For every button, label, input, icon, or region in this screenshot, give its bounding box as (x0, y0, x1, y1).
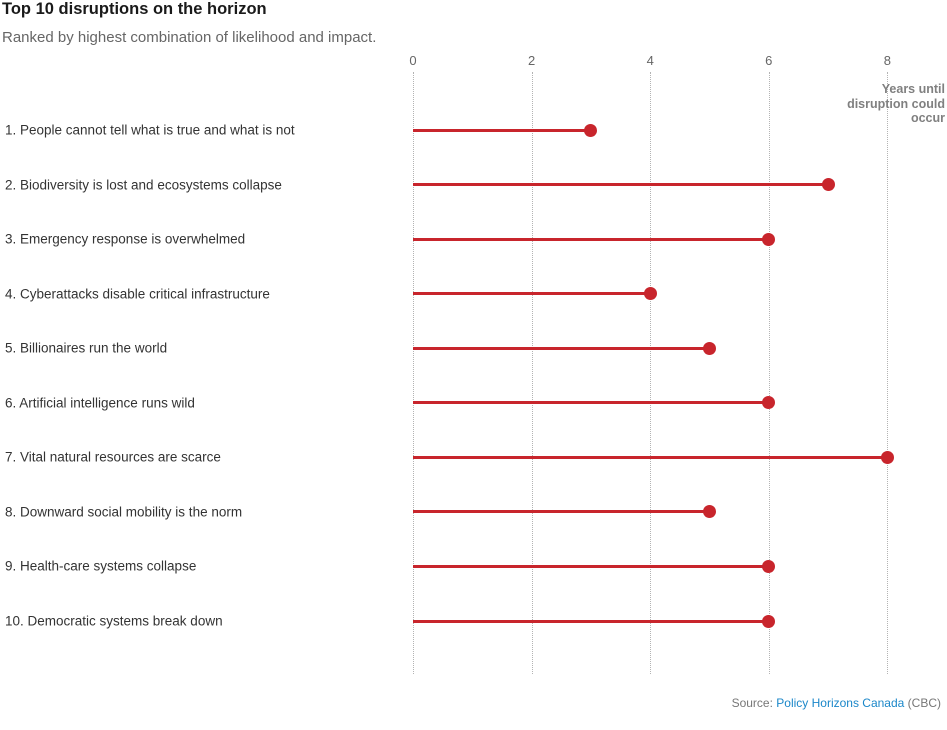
row-label-5: 5. Billionaires run the world (5, 340, 168, 356)
axis-title: Years until disruption could occur (847, 82, 945, 126)
data-point-dot-8 (703, 505, 716, 519)
row-label-8: 8. Downward social mobility is the norm (5, 504, 243, 520)
source-prefix: Source: (731, 696, 777, 710)
data-point-stem-6 (413, 401, 769, 405)
source-link[interactable]: Policy Horizons Canada (776, 696, 905, 710)
data-point-dot-9 (762, 559, 776, 573)
x-tick-label-2: 2 (527, 53, 536, 68)
data-point-dot-7 (880, 450, 894, 464)
row-label-2: 2. Biodiversity is lost and ecosystems c… (5, 177, 282, 193)
data-point-stem-1 (413, 128, 591, 132)
data-point-stem-5 (413, 346, 710, 350)
data-point-dot-5 (703, 341, 716, 355)
x-tick-label-8: 8 (883, 53, 891, 68)
row-label-4: 4. Cyberattacks disable critical infrast… (5, 286, 270, 302)
row-label-1: 1. People cannot tell what is true and w… (5, 122, 295, 138)
chart-title: Top 10 disruptions on the horizon (2, 0, 267, 18)
x-tick-label-6: 6 (765, 53, 773, 68)
x-tick-label-0: 0 (409, 53, 417, 68)
axis-title-line-1: Years until (881, 82, 945, 96)
data-point-dot-4 (643, 287, 657, 301)
data-point-dot-2 (821, 178, 835, 192)
row-label-3: 3. Emergency response is overwhelmed (5, 231, 246, 247)
data-point-dot-1 (584, 123, 598, 137)
data-point-stem-3 (413, 237, 769, 241)
axis-title-line-3: occur (910, 111, 945, 125)
row-label-9: 9. Health-care systems collapse (5, 558, 197, 574)
source-note: Source: Policy Horizons Canada (CBC) (732, 696, 941, 710)
gridline-6 (768, 72, 770, 674)
chart-subtitle: Ranked by highest combination of likelih… (2, 29, 377, 46)
gridline-0 (413, 72, 414, 674)
data-point-stem-8 (413, 510, 710, 514)
gridline-2 (531, 72, 533, 674)
row-label-6: 6. Artificial intelligence runs wild (5, 395, 195, 411)
x-tick-label-4: 4 (646, 53, 654, 68)
gridline-4 (650, 72, 652, 674)
data-point-stem-10 (413, 619, 769, 623)
data-point-stem-2 (413, 183, 829, 187)
row-label-10: 10. Democratic systems break down (5, 613, 223, 629)
data-point-stem-9 (413, 564, 769, 568)
data-point-dot-3 (762, 232, 776, 246)
source-suffix: (CBC) (904, 696, 941, 710)
gridline-8 (887, 72, 889, 674)
axis-title-line-2: disruption could (847, 96, 945, 111)
data-point-dot-10 (762, 614, 776, 628)
data-point-dot-6 (762, 396, 776, 410)
row-label-7: 7. Vital natural resources are scarce (5, 449, 221, 465)
data-point-stem-7 (413, 455, 888, 459)
data-point-stem-4 (413, 292, 651, 296)
